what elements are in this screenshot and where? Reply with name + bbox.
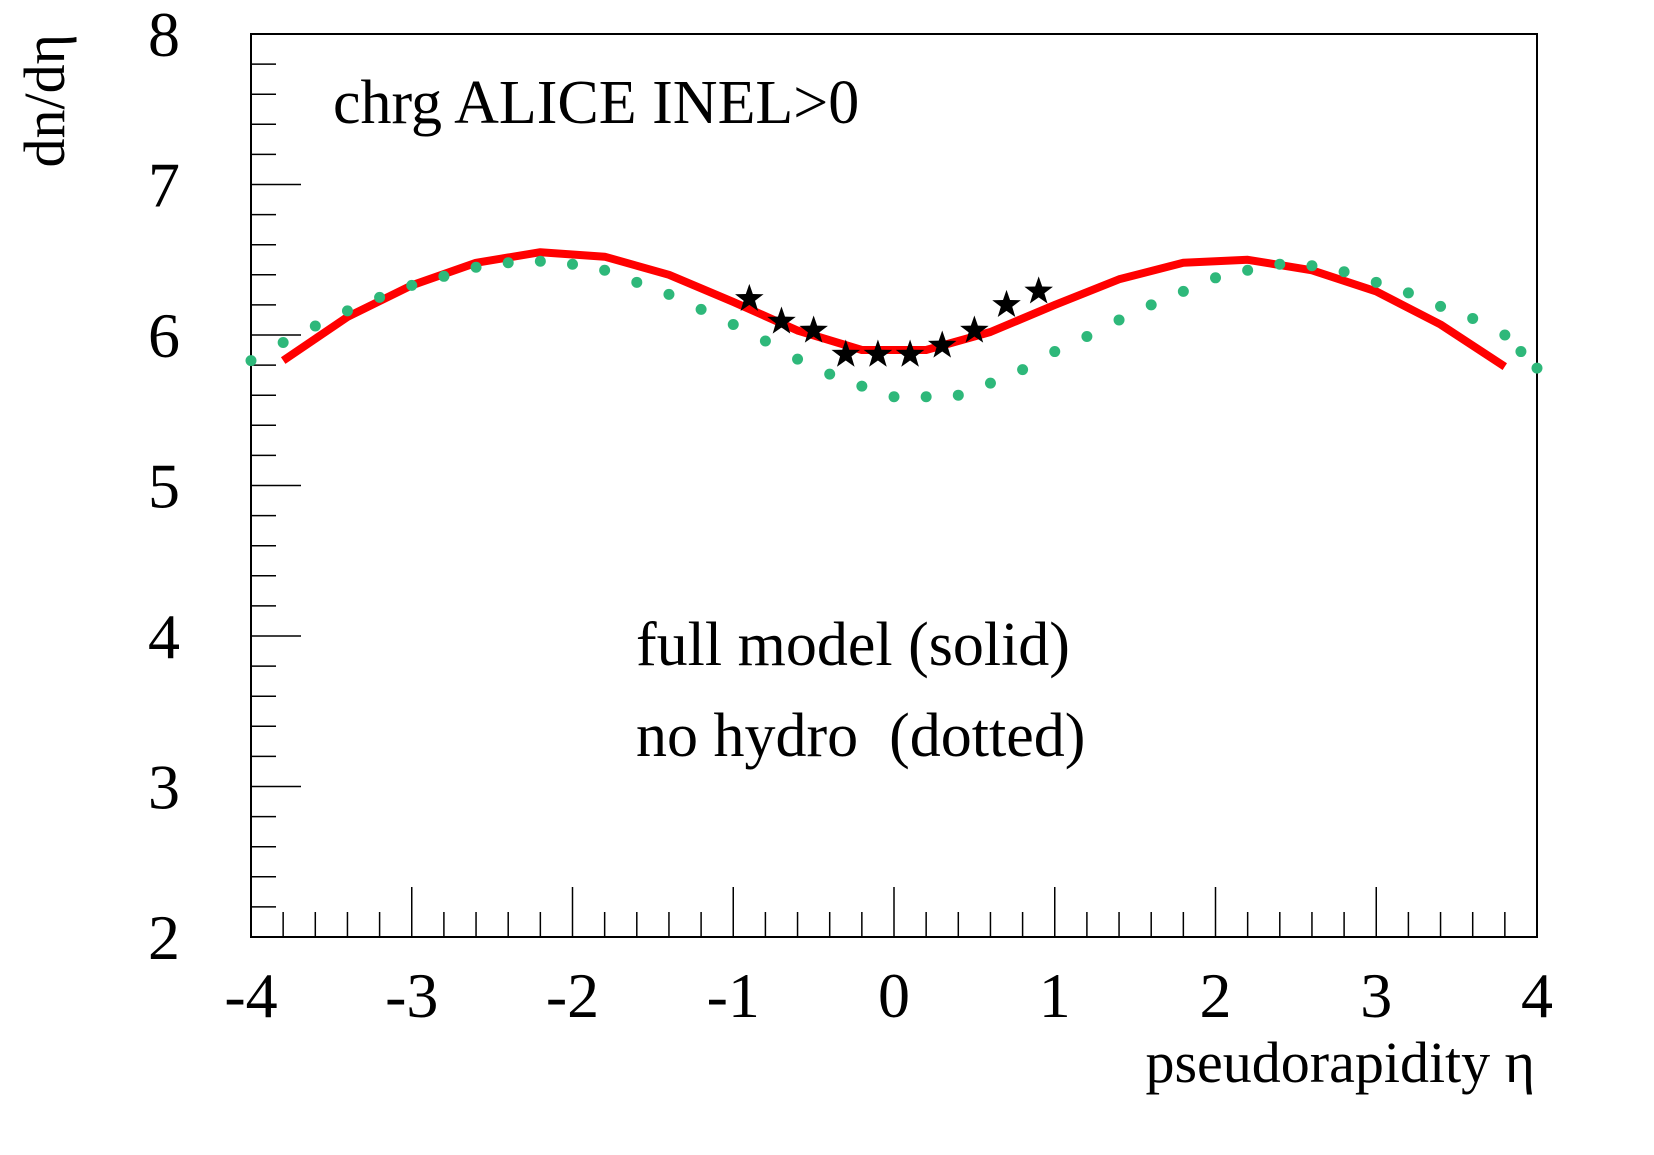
tick-labels: -4 -3 -2 -1 0 1 2 3 4 2 3 4 5 6 7 8 bbox=[148, 0, 1553, 1031]
series-no-hydro-point bbox=[1515, 346, 1527, 358]
series-no-hydro-point bbox=[1177, 285, 1189, 297]
series-no-hydro-point bbox=[1017, 364, 1029, 376]
series-no-hydro-point bbox=[1402, 287, 1414, 299]
data-point-star bbox=[767, 306, 796, 334]
series-layer bbox=[245, 248, 1543, 403]
series-no-hydro-point bbox=[470, 261, 482, 273]
series-no-hydro-point bbox=[245, 355, 257, 367]
series-no-hydro-point bbox=[1531, 362, 1543, 374]
series-no-hydro-point bbox=[695, 303, 707, 315]
x-tick-label: 3 bbox=[1360, 960, 1392, 1031]
series-no-hydro-point bbox=[888, 391, 900, 403]
series-no-hydro-point bbox=[277, 337, 289, 349]
plot-frame bbox=[250, 33, 1538, 938]
series-no-hydro-point bbox=[1049, 346, 1061, 358]
data-point-star bbox=[799, 315, 828, 343]
y-tick-label: 6 bbox=[148, 300, 180, 371]
data-point-star bbox=[735, 283, 764, 312]
series-no-hydro-point bbox=[406, 279, 418, 291]
x-tick-label: 1 bbox=[1039, 960, 1071, 1031]
series-no-hydro-point bbox=[341, 305, 353, 317]
series-no-hydro-point bbox=[663, 288, 675, 300]
series-no-hydro-point bbox=[1435, 300, 1447, 312]
series-no-hydro-point bbox=[1306, 260, 1318, 272]
annotation-dataset: chrg ALICE INEL>0 bbox=[333, 69, 859, 137]
x-tick-label: -4 bbox=[224, 960, 277, 1031]
series-no-hydro-point bbox=[952, 389, 964, 401]
data-point-star bbox=[927, 330, 957, 358]
data-point-star bbox=[831, 339, 861, 367]
x-tick-label: -1 bbox=[707, 960, 760, 1031]
series-no-hydro-point bbox=[438, 270, 450, 282]
annotation-full-model: full model (solid) bbox=[636, 611, 1070, 679]
x-axis-title: pseudorapidity η bbox=[1145, 1030, 1535, 1095]
series-no-hydro-point bbox=[1338, 266, 1350, 278]
annotation-no-hydro: no hydro (dotted) bbox=[636, 702, 1085, 770]
data-point-star bbox=[895, 339, 925, 367]
y-tick-label: 8 bbox=[148, 0, 180, 70]
series-no-hydro-point bbox=[309, 320, 321, 332]
y-tick-label: 2 bbox=[148, 902, 180, 973]
data-point-star bbox=[1024, 276, 1053, 304]
series-no-hydro-point bbox=[502, 257, 514, 269]
series-no-hydro-point bbox=[567, 258, 578, 270]
series-no-hydro-point bbox=[534, 255, 546, 267]
x-tick-label: 4 bbox=[1521, 960, 1553, 1031]
series-no-hydro-point bbox=[599, 264, 611, 276]
series-no-hydro-point bbox=[759, 335, 771, 347]
y-tick-label: 7 bbox=[148, 150, 180, 221]
series-no-hydro-point bbox=[984, 377, 996, 389]
series-no-hydro-point bbox=[1145, 299, 1157, 311]
x-tick-label: 0 bbox=[878, 960, 910, 1031]
series-no-hydro-point bbox=[1370, 276, 1382, 288]
y-tick-label: 3 bbox=[148, 752, 180, 823]
series-no-hydro-point bbox=[1274, 258, 1286, 270]
x-tick-label: 2 bbox=[1200, 960, 1232, 1031]
data-point-star bbox=[960, 315, 989, 343]
series-no-hydro-point bbox=[1210, 272, 1221, 284]
series-no-hydro-point bbox=[1081, 331, 1093, 343]
series-no-hydro-point bbox=[1467, 312, 1479, 324]
y-tick-label: 5 bbox=[148, 451, 180, 522]
series-no-hydro-point bbox=[856, 380, 868, 392]
y-axis-title: dn/dη bbox=[12, 34, 77, 167]
series-no-hydro-point bbox=[824, 368, 836, 380]
series-no-hydro-point bbox=[631, 276, 643, 288]
series-no-hydro-point bbox=[920, 391, 932, 403]
series-no-hydro-point bbox=[374, 291, 386, 303]
series-no-hydro-point bbox=[1113, 314, 1125, 326]
series-no-hydro-point bbox=[727, 318, 739, 330]
data-point-star bbox=[863, 339, 893, 367]
y-tick-label: 4 bbox=[148, 601, 180, 672]
series-no-hydro-point bbox=[1499, 329, 1511, 341]
data-point-star bbox=[992, 289, 1021, 318]
x-tick-label: -2 bbox=[546, 960, 599, 1031]
tick-marks bbox=[250, 33, 1538, 938]
x-tick-label: -3 bbox=[385, 960, 438, 1031]
series-no-hydro-point bbox=[792, 353, 804, 365]
series-full-model-line bbox=[280, 248, 1507, 370]
series-no-hydro-point bbox=[1242, 264, 1254, 276]
